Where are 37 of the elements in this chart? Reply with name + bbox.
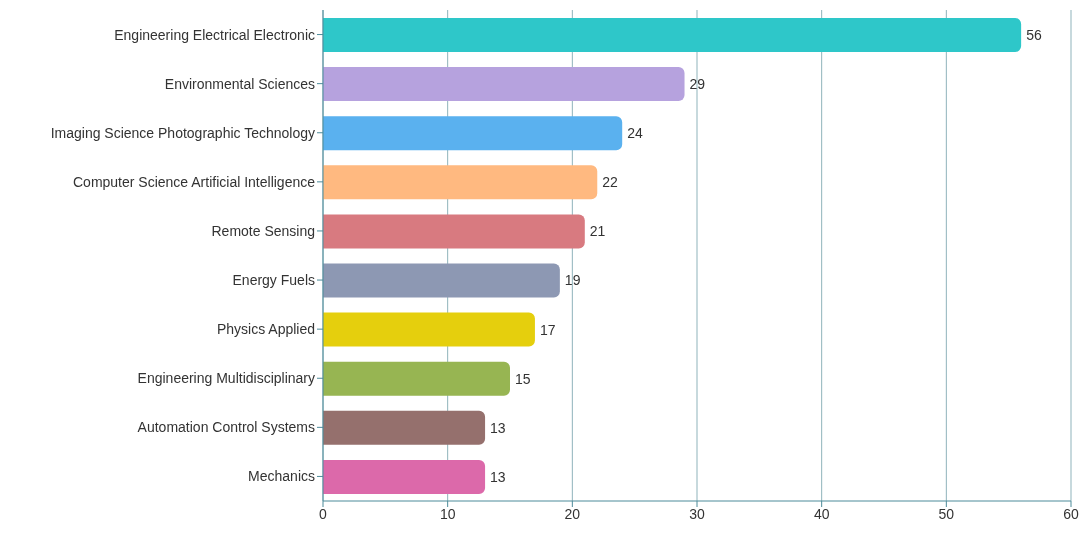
data-label: 13 [490, 419, 506, 436]
bar [323, 67, 685, 102]
data-label: 22 [602, 174, 619, 191]
x-tick-label: 10 [439, 505, 456, 522]
data-label: 19 [564, 272, 581, 289]
y-tick-label: Mechanics [248, 468, 315, 485]
x-tick-label: 30 [689, 505, 705, 522]
data-label: 56 [1026, 26, 1042, 43]
y-tick-label: Computer Science Artificial Intelligence [72, 173, 316, 190]
data-label: 13 [490, 468, 506, 485]
y-tick-label: Automation Control Systems [137, 419, 315, 436]
data-label: 21 [589, 223, 606, 240]
data-label: 29 [689, 76, 706, 93]
bar [323, 459, 486, 494]
bar [323, 312, 535, 347]
data-label: 17 [539, 321, 556, 338]
bar [323, 410, 486, 445]
bar [323, 361, 510, 396]
x-tick-label: 60 [1063, 505, 1079, 522]
y-tick-label: Imaging Science Photographic Technology [50, 124, 315, 141]
y-tick-label: Engineering Electrical Electronic [114, 26, 315, 43]
x-tick-label: 40 [813, 505, 830, 522]
y-tick-label: Engineering Multidisciplinary [137, 370, 315, 387]
data-label: 15 [515, 370, 531, 387]
y-tick-label: Remote Sensing [211, 222, 315, 239]
x-tick-label: 50 [938, 505, 955, 522]
bar [323, 116, 623, 151]
y-tick-label: Environmental Sciences [164, 75, 315, 92]
data-label: 24 [627, 125, 643, 142]
x-tick-label: 0 [319, 505, 328, 522]
bar [323, 214, 585, 249]
y-tick-label: Energy Fuels [232, 272, 315, 289]
bar [323, 263, 560, 298]
bar [323, 18, 1022, 52]
x-tick-label: 20 [564, 505, 581, 522]
bar [323, 165, 598, 200]
y-tick-label: Physics Applied [216, 321, 315, 338]
